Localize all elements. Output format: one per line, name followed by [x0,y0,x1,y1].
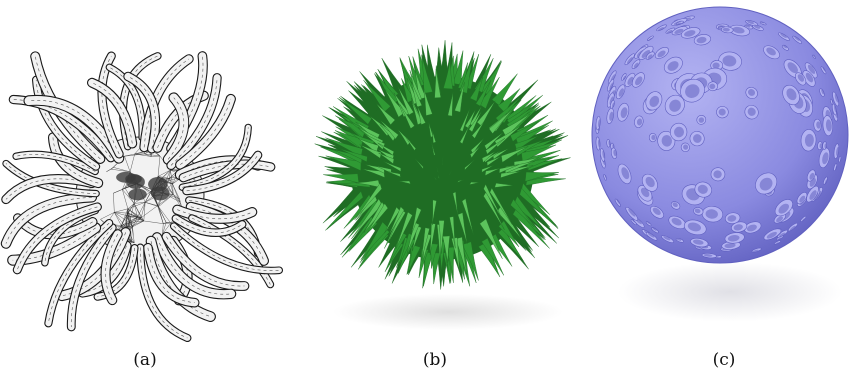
green-spiky-sphere-icon [314,40,571,330]
spikes [314,40,571,290]
craters [595,15,842,259]
panel-c: (c) [580,0,868,379]
panel-a: (a) [0,0,290,379]
caption-b: (b) [422,350,448,370]
wireframe-mesh-tentacles-icon [0,51,284,343]
caption-c: (c) [712,350,736,370]
sphere-body [591,6,849,264]
caption-a: (a) [133,350,157,370]
shadow [618,262,842,322]
purple-cratered-sphere-icon [591,6,849,322]
panel-b: (b) [290,0,580,379]
mesh-group [0,51,284,343]
shadow [333,294,563,330]
